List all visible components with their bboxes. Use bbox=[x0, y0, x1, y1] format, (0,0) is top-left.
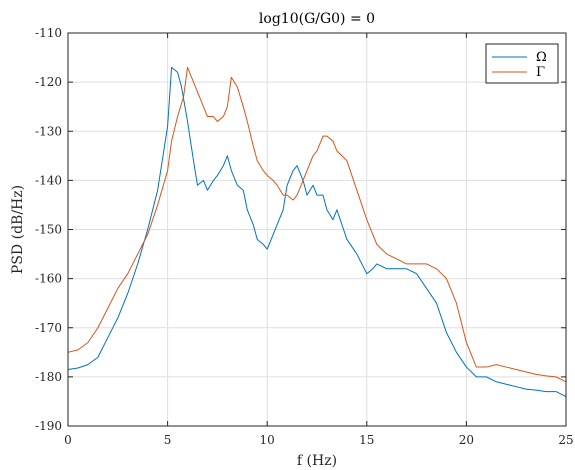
x-tick-label: 0 bbox=[64, 433, 72, 447]
ticks-layer: 0 5 10 15 20 25 -110 -120 -130 -140 -150 -160 -170 -1… bbox=[35, 26, 574, 447]
legend-box bbox=[485, 43, 559, 84]
chart-title: log10(G/G0) = 0 bbox=[259, 11, 375, 27]
x-tick-label: 20 bbox=[459, 433, 474, 447]
y-tick-label: -180 bbox=[35, 370, 62, 384]
y-tick-label: -120 bbox=[35, 75, 62, 89]
y-tick-label: -190 bbox=[35, 419, 62, 433]
x-tick-label: 25 bbox=[558, 433, 573, 447]
grid-layer bbox=[67, 32, 567, 427]
y-axis-label: PSD (dB/Hz) bbox=[10, 185, 26, 274]
y-tick-label: -150 bbox=[35, 223, 62, 237]
series-line-omega bbox=[67, 66, 567, 398]
legend: Ω Γ bbox=[485, 43, 559, 84]
y-tick-label: -130 bbox=[35, 124, 62, 138]
y-tick-label: -170 bbox=[35, 321, 62, 335]
x-tick-label: 5 bbox=[164, 433, 172, 447]
series-layer bbox=[67, 66, 567, 398]
y-tick-label: -140 bbox=[35, 173, 62, 187]
legend-label-omega: Ω bbox=[536, 50, 547, 65]
x-tick-label: 15 bbox=[359, 433, 374, 447]
legend-label-gamma: Γ bbox=[536, 65, 545, 80]
x-tick-label: 10 bbox=[260, 433, 275, 447]
y-tick-label: -160 bbox=[35, 272, 62, 286]
x-axis-label: f (Hz) bbox=[297, 453, 337, 469]
y-tick-label: -110 bbox=[35, 26, 62, 40]
series-line-gamma bbox=[67, 66, 567, 383]
